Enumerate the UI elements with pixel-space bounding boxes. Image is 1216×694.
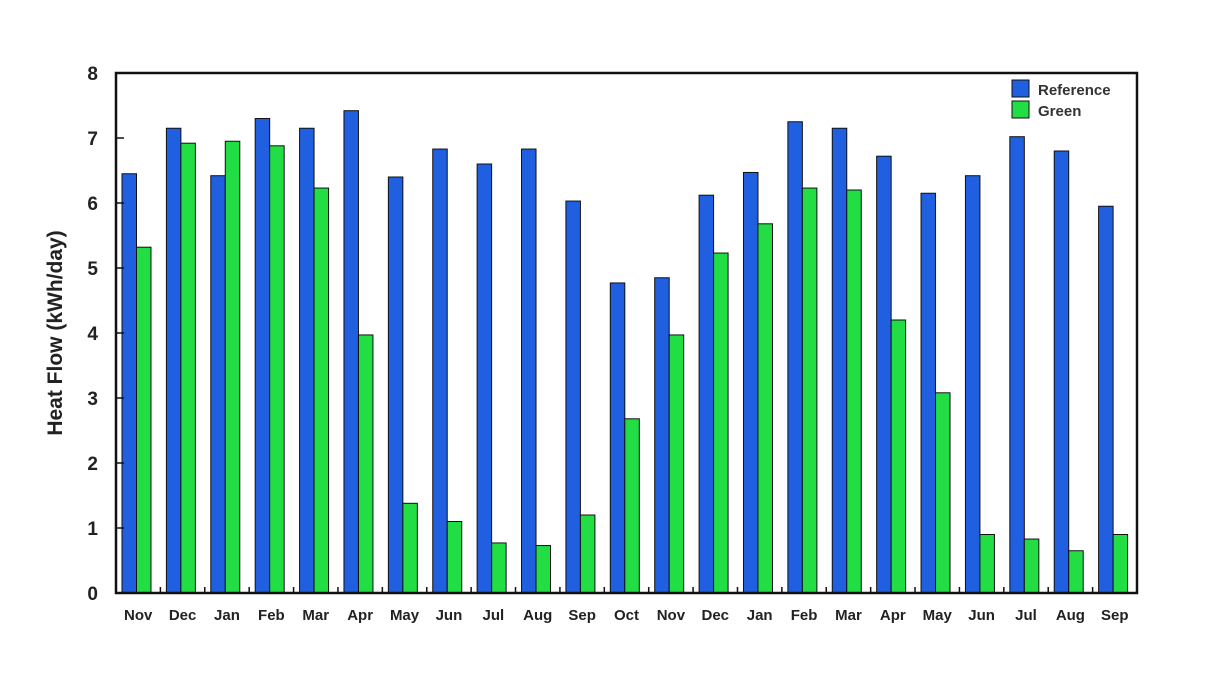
bar-reference-nov-0 [121, 173, 137, 594]
bar-reference-apr-17 [876, 155, 892, 594]
bar-reference-mar-16 [831, 127, 848, 594]
y-tick-label-5: 5 [87, 259, 98, 280]
x-tick-label-13: Dec [702, 607, 730, 624]
bar-reference-jan-14 [742, 171, 759, 594]
bar-reference-may-18 [920, 192, 937, 594]
bar-reference-nov-12 [654, 277, 670, 594]
legend-label-green: Green [1038, 103, 1081, 120]
bars-layer [121, 110, 1129, 594]
bar-reference-jan-2 [210, 175, 226, 594]
x-tick-label-16: Mar [835, 607, 862, 624]
bar-green-feb-15 [801, 187, 818, 594]
bar-green-mar-16 [846, 189, 862, 594]
bar-reference-jun-7 [432, 148, 448, 594]
bar-green-nov-0 [136, 246, 152, 594]
bar-green-jun-7 [446, 521, 463, 594]
x-tick-label-5: Apr [347, 607, 373, 624]
x-tick-label-10: Sep [568, 607, 596, 624]
x-tick-label-6: May [390, 607, 420, 624]
x-tick-label-3: Feb [258, 607, 285, 624]
bar-reference-oct-11 [609, 282, 626, 594]
labels-layer: Nov Dec Jan Feb Mar Apr May Jun Jul Aug Sep Oct Nov D… [87, 64, 1128, 624]
bar-green-apr-5 [357, 334, 374, 594]
bar-reference-sep-22 [1098, 205, 1114, 594]
bar-reference-may-6 [387, 176, 404, 594]
bar-reference-aug-21 [1053, 150, 1070, 594]
bar-green-jul-8 [491, 542, 507, 594]
bar-reference-aug-9 [521, 148, 537, 594]
bar-reference-feb-15 [787, 121, 803, 594]
x-tick-label-12: Nov [657, 607, 686, 624]
legend-swatch-reference [1011, 79, 1030, 98]
bar-green-may-18 [935, 392, 951, 594]
bar-reference-apr-5 [343, 110, 359, 594]
bar-green-may-6 [402, 502, 418, 594]
x-tick-label-2: Jan [214, 607, 240, 624]
x-tick-label-11: Oct [614, 607, 639, 624]
plot-frame [114, 71, 1139, 595]
y-tick-label-7: 7 [87, 129, 98, 150]
x-tick-label-20: Jul [1015, 607, 1037, 624]
legend-swatch-green [1011, 100, 1030, 119]
x-tick-label-17: Apr [880, 607, 906, 624]
bar-green-apr-17 [890, 319, 907, 594]
bar-reference-dec-13 [698, 194, 715, 594]
y-axis-label: Heat Flow (kWh/day) [44, 230, 67, 435]
y-tick-label-0: 0 [87, 584, 98, 605]
bar-reference-jul-20 [1009, 136, 1025, 594]
bar-green-jan-2 [224, 140, 241, 594]
bar-green-sep-10 [579, 514, 596, 594]
y-tick-label-8: 8 [87, 64, 98, 85]
bar-green-sep-22 [1112, 534, 1129, 594]
bar-reference-dec-1 [165, 127, 182, 594]
legend-label-reference: Reference [1038, 82, 1111, 99]
bar-green-dec-13 [713, 252, 729, 594]
y-tick-label-2: 2 [87, 454, 98, 475]
x-tick-label-18: May [923, 607, 953, 624]
bar-green-feb-3 [269, 145, 285, 594]
y-tick-label-6: 6 [87, 194, 98, 215]
x-tick-label-8: Jul [482, 607, 504, 624]
bar-green-aug-21 [1068, 550, 1084, 594]
x-tick-label-7: Jun [436, 607, 463, 624]
x-tick-label-0: Nov [124, 607, 153, 624]
y-tick-label-3: 3 [87, 389, 98, 410]
bar-green-jan-14 [757, 223, 773, 594]
x-tick-label-19: Jun [968, 607, 995, 624]
x-tick-label-4: Mar [302, 607, 329, 624]
x-tick-label-21: Aug [1056, 607, 1085, 624]
bar-green-jun-19 [979, 534, 995, 594]
x-tick-label-1: Dec [169, 607, 197, 624]
x-tick-label-9: Aug [523, 607, 552, 624]
bar-green-dec-1 [180, 142, 196, 594]
bar-reference-mar-4 [299, 127, 315, 594]
y-tick-label-4: 4 [87, 324, 98, 345]
x-tick-label-14: Jan [747, 607, 773, 624]
bar-green-jul-20 [1023, 538, 1040, 594]
bar-reference-sep-10 [565, 200, 581, 594]
bar-green-nov-12 [668, 334, 685, 594]
bar-green-mar-4 [313, 187, 330, 594]
bar-reference-jun-19 [964, 175, 981, 594]
bar-reference-jul-8 [476, 163, 493, 594]
bar-green-oct-11 [624, 418, 640, 594]
bar-green-aug-9 [535, 545, 552, 594]
x-tick-label-15: Feb [791, 607, 818, 624]
legend: Reference Green [1011, 79, 1111, 120]
y-tick-label-1: 1 [87, 519, 98, 540]
bar-reference-feb-3 [254, 118, 271, 594]
x-tick-label-22: Sep [1101, 607, 1129, 624]
